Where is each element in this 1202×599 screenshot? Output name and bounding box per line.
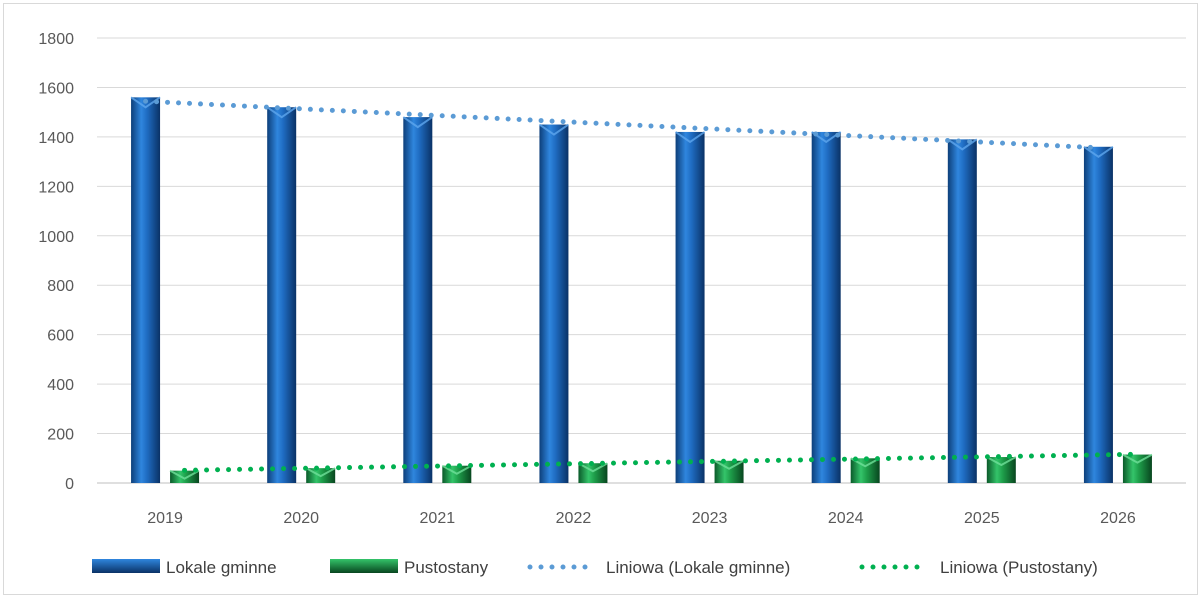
bar-lokale-gminne xyxy=(267,107,297,483)
bar-lokale-gminne xyxy=(1083,146,1113,483)
bar-highlight xyxy=(947,138,978,151)
y-tick-label: 800 xyxy=(47,278,74,295)
x-tick-label: 2025 xyxy=(964,510,1000,527)
y-tick-label: 200 xyxy=(47,427,74,444)
bar-highlight xyxy=(577,462,608,473)
bar-highlight xyxy=(402,116,433,129)
y-axis: 0 200 400 600 800 1000 1200 1400 1600 1800 xyxy=(38,31,74,493)
x-tick-label: 2022 xyxy=(556,510,592,527)
y-tick-label: 1800 xyxy=(38,31,74,48)
x-tick-label: 2024 xyxy=(828,510,864,527)
bar-lokale-gminne xyxy=(811,131,841,483)
x-tick-label: 2019 xyxy=(147,510,183,527)
legend-liniowa-pustostany-label: Liniowa (Pustostany) xyxy=(940,558,1098,577)
y-tick-label: 1400 xyxy=(38,130,74,147)
bar-pustostany xyxy=(1122,454,1152,483)
legend: Lokale gminne Pustostany Liniowa (Lokale g… xyxy=(92,558,1098,577)
trendline-pustostany xyxy=(182,451,1140,473)
bar-lokale-gminne xyxy=(403,117,433,483)
bar-highlight xyxy=(986,456,1017,467)
y-tick-label: 400 xyxy=(47,377,74,394)
legend-liniowa-lokale-label: Liniowa (Lokale gminne) xyxy=(606,558,790,577)
bars xyxy=(130,96,1153,484)
bar-lokale-gminne xyxy=(675,131,705,483)
bar-highlight xyxy=(674,131,706,144)
y-tick-label: 1200 xyxy=(38,179,74,196)
legend-lokale-gminne-swatch xyxy=(92,559,160,573)
y-tick-label: 0 xyxy=(65,476,74,493)
bar-pustostany xyxy=(714,460,744,483)
bar-lokale-gminne xyxy=(947,139,977,483)
chart-frame xyxy=(3,3,1198,595)
bar-highlight xyxy=(169,469,200,480)
bar-highlight xyxy=(441,464,472,475)
legend-lokale-gminne-label: Lokale gminne xyxy=(166,558,277,577)
bar-pustostany xyxy=(850,458,880,483)
bar-highlight xyxy=(305,467,336,478)
x-axis: 2019 2020 2021 2022 2023 2024 2025 2026 xyxy=(147,510,1136,527)
legend-pustostany-swatch xyxy=(330,559,398,573)
y-tick-label: 1600 xyxy=(38,80,74,97)
x-tick-label: 2023 xyxy=(692,510,728,527)
trendlines xyxy=(143,98,1140,473)
y-tick-label: 600 xyxy=(47,328,74,345)
x-tick-label: 2021 xyxy=(420,510,456,527)
gridlines xyxy=(97,37,1186,484)
bar-highlight xyxy=(538,123,570,136)
legend-pustostany-label: Pustostany xyxy=(404,558,489,577)
bar-highlight xyxy=(714,459,745,470)
bar-highlight xyxy=(1122,453,1153,464)
bar-lokale-gminne xyxy=(131,97,161,483)
x-tick-label: 2020 xyxy=(283,510,319,527)
bar-highlight xyxy=(266,106,297,119)
bar-pustostany xyxy=(986,457,1016,483)
bar-lokale-gminne xyxy=(539,124,569,484)
x-tick-label: 2026 xyxy=(1100,510,1136,527)
y-tick-label: 1000 xyxy=(38,229,74,246)
bar-highlight xyxy=(1083,145,1114,158)
